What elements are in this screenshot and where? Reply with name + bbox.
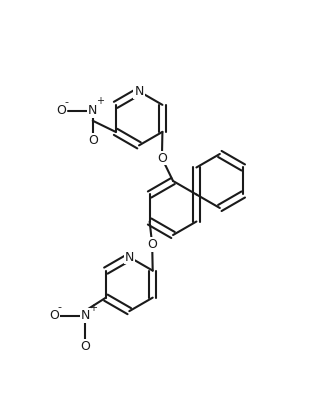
Text: +: + [89,303,97,313]
Text: -: - [65,97,69,106]
Text: -: - [57,302,61,312]
Text: O: O [56,104,66,117]
Text: N: N [80,309,90,322]
Text: O: O [147,238,157,251]
Text: +: + [96,96,104,106]
Text: O: O [88,134,98,147]
Text: N: N [134,85,144,98]
Text: N: N [125,250,134,264]
Text: N: N [88,104,97,117]
Text: O: O [80,340,90,353]
Text: O: O [49,309,59,322]
Text: O: O [157,151,167,165]
